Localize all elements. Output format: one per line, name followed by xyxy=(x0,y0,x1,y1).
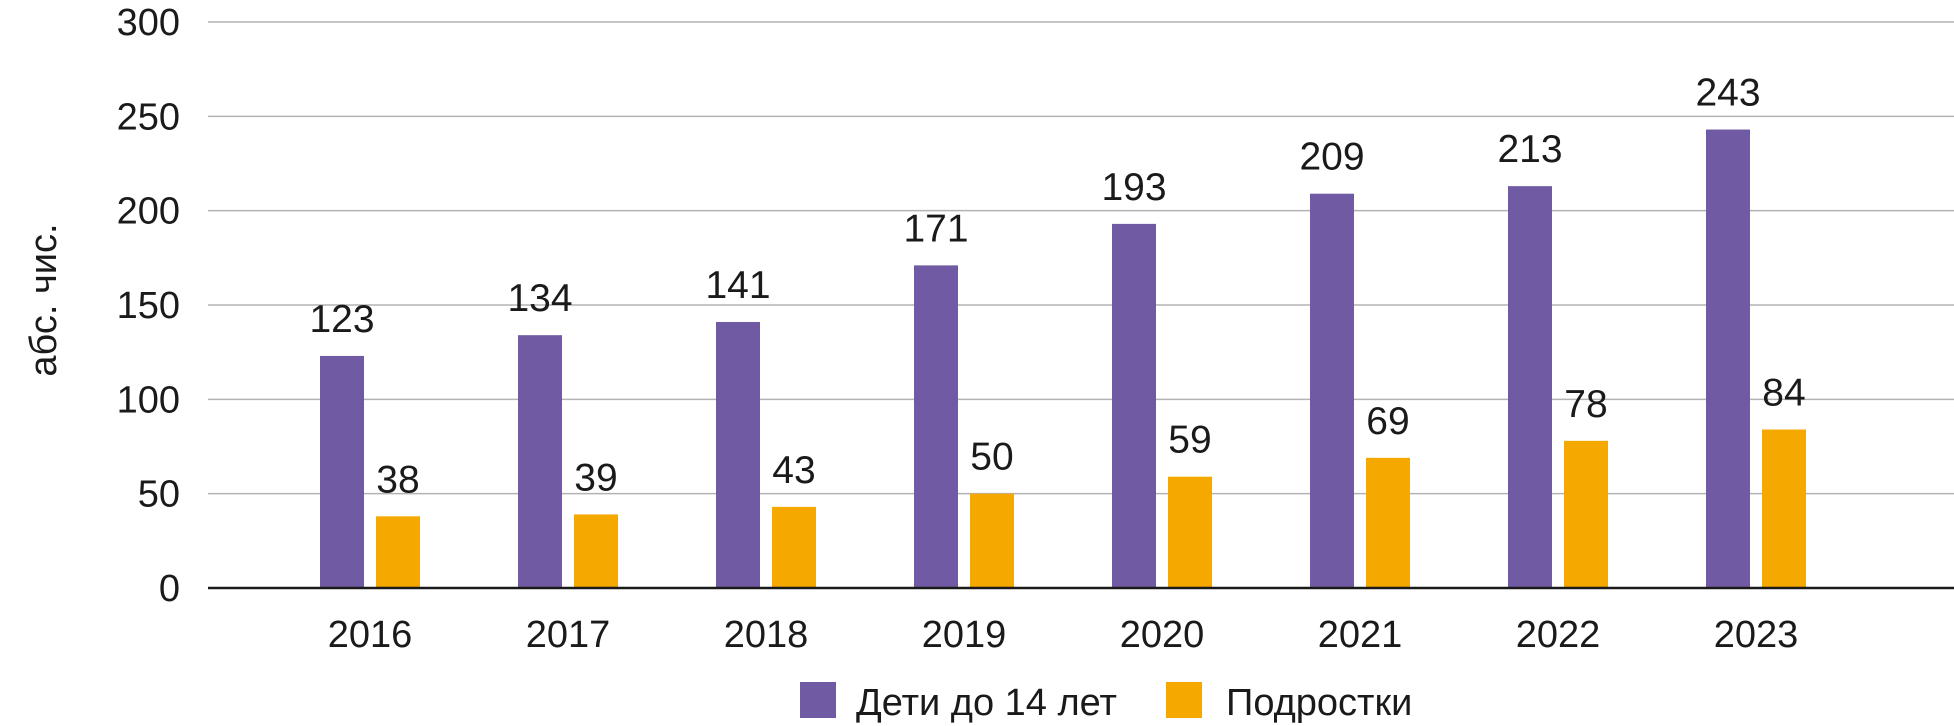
legend-label: Дети до 14 лет xyxy=(856,682,1117,724)
x-tick-label: 2017 xyxy=(526,614,611,656)
bar xyxy=(518,335,562,588)
y-tick-label: 50 xyxy=(138,474,180,516)
bar xyxy=(772,506,816,588)
data-label: 69 xyxy=(1366,400,1409,443)
legend-swatch xyxy=(800,682,836,718)
bar xyxy=(716,321,760,588)
bar xyxy=(320,355,364,588)
bar xyxy=(376,516,420,588)
data-label: 39 xyxy=(574,456,617,499)
bar xyxy=(1564,440,1608,588)
x-tick-label: 2022 xyxy=(1516,614,1601,656)
gridlines xyxy=(208,21,1954,495)
bars xyxy=(320,129,1806,589)
data-label: 38 xyxy=(376,458,419,501)
y-tick-label: 200 xyxy=(117,191,180,233)
y-tick-labels: 0 50 100 150 200 250 300 xyxy=(117,2,180,610)
legend-label: Подростки xyxy=(1226,682,1412,724)
x-tick-label: 2021 xyxy=(1318,614,1403,656)
x-tick-label: 2023 xyxy=(1714,614,1799,656)
data-label: 43 xyxy=(772,449,815,492)
x-tick-label: 2018 xyxy=(724,614,809,656)
data-label: 141 xyxy=(705,264,770,307)
data-label: 50 xyxy=(970,436,1013,479)
y-tick-label: 0 xyxy=(159,568,180,610)
x-tick-label: 2019 xyxy=(922,614,1007,656)
x-tick-label: 2020 xyxy=(1120,614,1205,656)
bar xyxy=(1168,476,1212,588)
data-label: 193 xyxy=(1101,166,1166,209)
y-tick-label: 100 xyxy=(117,379,180,421)
data-label: 84 xyxy=(1762,372,1805,415)
bar xyxy=(1762,429,1806,588)
legend: Дети до 14 лет Подростки xyxy=(800,682,1412,724)
data-label: 78 xyxy=(1564,383,1607,426)
bar xyxy=(914,265,958,588)
bar xyxy=(1508,186,1552,588)
data-label: 171 xyxy=(903,207,968,250)
data-label: 59 xyxy=(1168,419,1211,462)
y-tick-label: 250 xyxy=(117,96,180,138)
data-labels: 123 38 134 39 141 43 171 50 193 59 209 69 213 78 243 84 xyxy=(309,72,1805,502)
x-tick-labels: 2016 2017 2018 2019 2020 2021 2022 2023 xyxy=(328,614,1799,656)
y-axis-label: абс. чис. xyxy=(23,223,65,376)
data-label: 243 xyxy=(1695,72,1760,115)
x-tick-label: 2016 xyxy=(328,614,413,656)
bar xyxy=(970,493,1014,588)
y-tick-label: 150 xyxy=(117,285,180,327)
data-label: 134 xyxy=(507,277,572,320)
bar xyxy=(1310,193,1354,589)
data-label: 213 xyxy=(1497,128,1562,171)
legend-swatch xyxy=(1166,682,1202,718)
bar xyxy=(1112,223,1156,588)
data-label: 209 xyxy=(1299,136,1364,179)
y-tick-label: 300 xyxy=(117,2,180,44)
bar xyxy=(574,514,618,588)
bar xyxy=(1706,129,1750,589)
data-label: 123 xyxy=(309,298,374,341)
bar xyxy=(1366,457,1410,588)
